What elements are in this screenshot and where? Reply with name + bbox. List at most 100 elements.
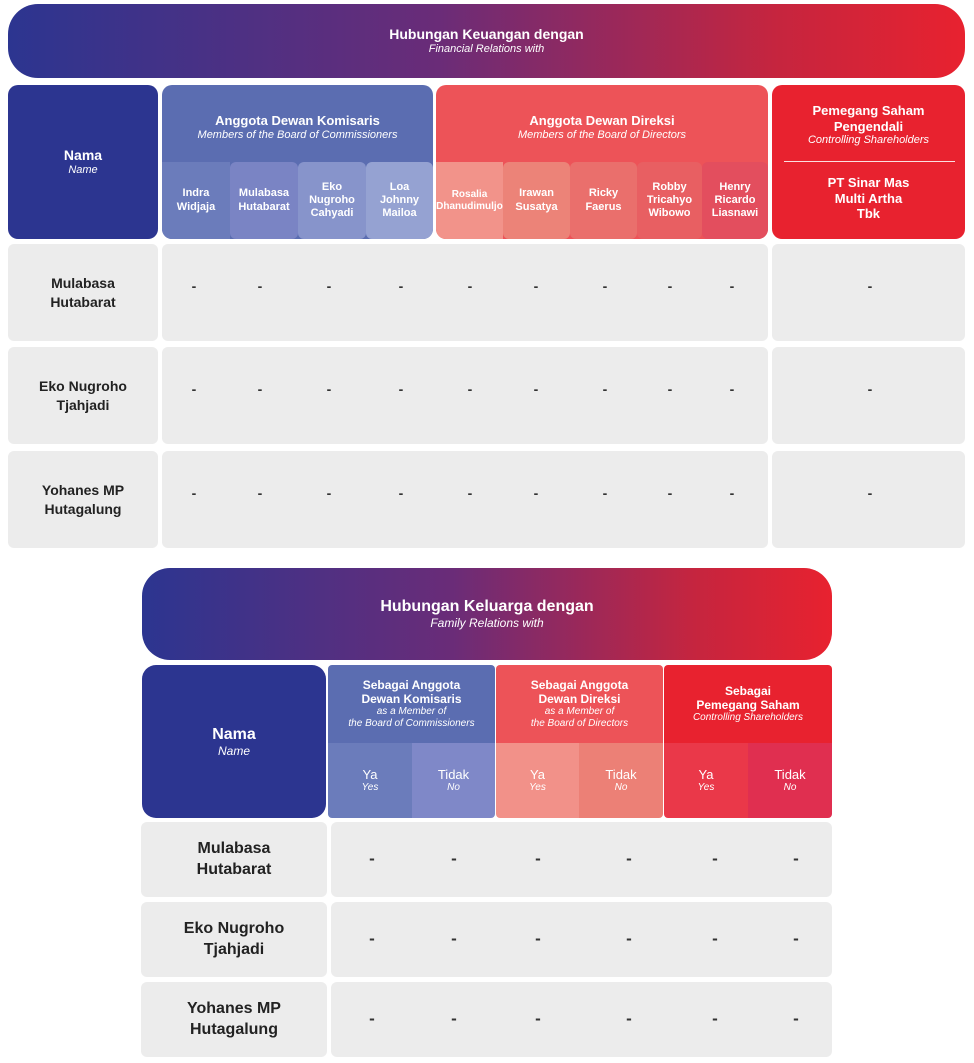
row-value: -	[369, 929, 375, 948]
financial-row-values-cell	[162, 244, 768, 341]
group-title: Sebagai Pemegang Saham	[696, 683, 800, 712]
director-member: Rosalia Dhanudimuljo	[436, 162, 503, 239]
name-header-label: Nama	[63, 147, 103, 163]
row-value: -	[793, 929, 799, 948]
family-row-values-cell	[331, 902, 832, 977]
director-member: Irawan Susatya	[503, 162, 570, 239]
shareholders-subtitle: Controlling Shareholders	[807, 134, 930, 147]
row-value: -	[369, 849, 375, 868]
row-value: -	[451, 929, 457, 948]
row-value: -	[398, 485, 404, 501]
row-value: -	[257, 485, 263, 501]
group-subtitle: as a Member of the Board of Directors	[530, 706, 629, 730]
commissioner-member: Indra Widjaja	[162, 162, 230, 239]
row-value: -	[712, 1009, 718, 1028]
director-member: Henry Ricardo Liasnawi	[702, 162, 768, 239]
family-row-name-cell: Yohanes MP Hutagalung	[141, 982, 327, 1057]
row-value: -	[626, 1009, 632, 1028]
row-value: -	[326, 381, 332, 397]
director-name: Ricky Faerus	[585, 187, 622, 213]
group-subtitle: as a Member of the Board of Commissioner…	[348, 706, 475, 730]
row-value: -	[467, 278, 473, 294]
row-person-name: Eko Nugroho Tjahjadi	[183, 919, 285, 958]
row-value: -	[867, 278, 873, 294]
row-value: -	[626, 929, 632, 948]
commissioner-name: Eko Nugroho Cahyadi	[309, 180, 355, 220]
shareholders-no: Tidak No	[748, 743, 832, 818]
family-commissioners-header: Sebagai Anggota Dewan Komisaris as a Mem…	[328, 665, 495, 743]
financial-row-shareholder-cell	[772, 244, 965, 341]
group-title: Sebagai Anggota Dewan Komisaris	[361, 677, 462, 706]
row-person-name: Mulabasa Hutabarat	[50, 275, 116, 310]
directors-subtitle: Members of the Board of Directors	[517, 128, 687, 141]
family-name-header: Nama Name	[142, 665, 326, 818]
row-value: -	[729, 381, 735, 397]
row-value: -	[191, 485, 197, 501]
row-value: -	[467, 381, 473, 397]
financial-row-name-cell: Mulabasa Hutabarat	[8, 244, 158, 341]
row-value: -	[467, 485, 473, 501]
row-value: -	[602, 278, 608, 294]
row-value: -	[326, 278, 332, 294]
commissioners-subtitle: Members of the Board of Commissioners	[197, 128, 398, 141]
director-name: Henry Ricardo Liasnawi	[711, 180, 759, 220]
row-value: -	[451, 1009, 457, 1028]
row-value: -	[533, 381, 539, 397]
director-name: Irawan Susatya	[515, 187, 558, 213]
financial-relations-banner: Hubungan Keuangan dengan Financial Relat…	[8, 4, 965, 78]
row-value: -	[398, 278, 404, 294]
family-shareholders-header: Sebagai Pemegang Saham Controlling Share…	[664, 665, 832, 743]
row-value: -	[867, 381, 873, 397]
commissioner-name: Loa Johnny Mailoa	[379, 180, 420, 220]
financial-row-name-cell: Eko Nugroho Tjahjadi	[8, 347, 158, 444]
row-value: -	[535, 929, 541, 948]
row-person-name: Yohanes MP Hutagalung	[41, 482, 125, 517]
row-value: -	[867, 485, 873, 501]
row-person-name: Mulabasa Hutabarat	[196, 839, 272, 878]
family-subtitle: Family Relations with	[430, 616, 544, 631]
row-value: -	[667, 278, 673, 294]
row-value: -	[533, 278, 539, 294]
row-value: -	[626, 849, 632, 868]
financial-row-values-cell	[162, 451, 768, 548]
row-value: -	[191, 381, 197, 397]
family-relations-banner: Hubungan Keluarga dengan Family Relation…	[142, 568, 832, 660]
commissioner-member: Loa Johnny Mailoa	[366, 162, 433, 239]
family-row-values-cell	[331, 822, 832, 897]
row-value: -	[793, 1009, 799, 1028]
financial-subtitle: Financial Relations with	[428, 42, 545, 55]
name-header-sub: Name	[68, 163, 98, 176]
row-value: -	[369, 1009, 375, 1028]
row-value: -	[535, 849, 541, 868]
financial-row-name-cell: Yohanes MP Hutagalung	[8, 451, 158, 548]
shareholders-yes: Ya Yes	[664, 743, 748, 818]
row-value: -	[729, 485, 735, 501]
family-row-values-cell	[331, 982, 832, 1057]
commissioner-member: Eko Nugroho Cahyadi	[298, 162, 366, 239]
row-person-name: Eko Nugroho Tjahjadi	[39, 378, 127, 413]
row-value: -	[712, 929, 718, 948]
row-value: -	[257, 381, 263, 397]
financial-row-shareholder-cell	[772, 347, 965, 444]
financial-row-values-cell	[162, 347, 768, 444]
row-value: -	[729, 278, 735, 294]
shareholders-header: Pemegang Saham Pengendali Controlling Sh…	[772, 85, 965, 239]
director-name: Rosalia Dhanudimuljo	[436, 188, 503, 212]
commissioners-title: Anggota Dewan Komisaris	[215, 113, 380, 128]
family-row-name-cell: Eko Nugroho Tjahjadi	[141, 902, 327, 977]
financial-title: Hubungan Keuangan dengan	[389, 26, 584, 42]
commissioners-no: Tidak No	[412, 743, 495, 818]
row-value: -	[191, 278, 197, 294]
financial-row-shareholder-cell	[772, 451, 965, 548]
row-value: -	[667, 485, 673, 501]
commissioner-name: Indra Widjaja	[176, 187, 216, 213]
director-member: Robby Tricahyo Wibowo	[637, 162, 702, 239]
family-directors-header: Sebagai Anggota Dewan Direksi as a Membe…	[496, 665, 663, 743]
commissioners-yes: Ya Yes	[328, 743, 412, 818]
director-member: Ricky Faerus	[570, 162, 637, 239]
row-value: -	[793, 849, 799, 868]
row-value: -	[602, 485, 608, 501]
commissioner-member: Mulabasa Hutabarat	[230, 162, 298, 239]
shareholder-name: PT Sinar Mas Multi Artha Tbk	[827, 175, 910, 222]
row-value: -	[712, 849, 718, 868]
